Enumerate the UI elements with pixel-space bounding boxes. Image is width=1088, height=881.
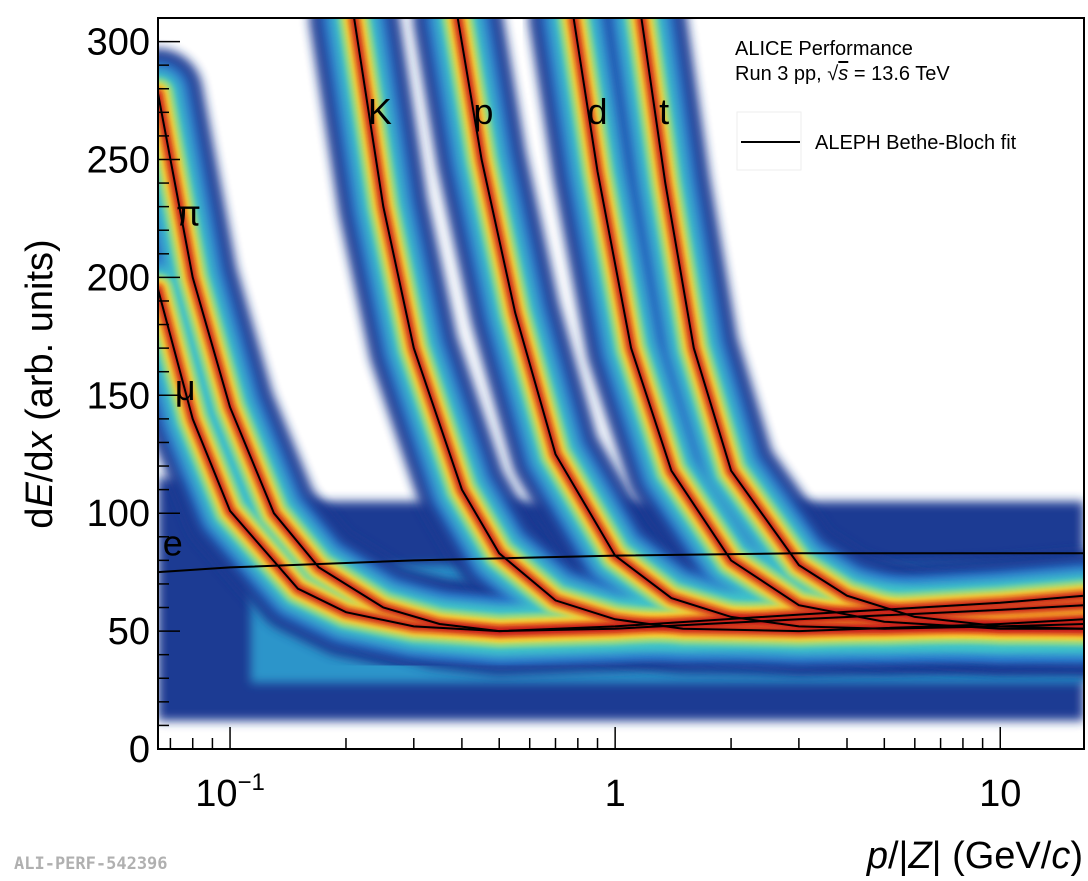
x-axis-ticks: 10−1 1 10	[169, 727, 1021, 815]
particle-label-μ: μ	[175, 367, 196, 408]
y-axis-title: dE/dx (arb. units)	[19, 239, 61, 528]
bethe-bloch-curve-p	[456, 18, 1084, 630]
particle-labels: e μ π K p d t	[163, 91, 669, 564]
x-axis-title: p/|Z| (GeV/c)	[866, 835, 1083, 877]
y-title-part-3: x	[19, 429, 61, 452]
x-tick-label: 10	[979, 773, 1021, 815]
particle-label-π: π	[176, 193, 201, 234]
sqrt-symbol: √	[827, 63, 838, 85]
bethe-bloch-curves	[158, 18, 1084, 633]
x-title-part-2: Z	[907, 835, 933, 877]
performance-annotation: ALICE Performance Run 3 pp, √s = 13.6 Te…	[735, 38, 950, 85]
particle-label-K: K	[368, 91, 392, 132]
y-tick-label: 300	[87, 22, 150, 64]
y-tick-label: 250	[87, 139, 150, 181]
particle-label-p: p	[473, 91, 493, 132]
particle-label-d: d	[588, 91, 608, 132]
x-title-part-0: p	[866, 835, 888, 877]
bethe-bloch-curve-d	[572, 18, 1084, 630]
x-title-part-1: /|	[888, 835, 908, 877]
x-title-part-4: c	[1051, 835, 1070, 877]
annotation-line-2: Run 3 pp, √s = 13.6 TeV	[735, 63, 950, 85]
bethe-bloch-curve-e	[158, 552, 1084, 574]
y-title-part-0: d	[19, 508, 61, 529]
x-tick-label: 1	[605, 773, 626, 815]
y-tick-label: 50	[108, 611, 150, 653]
y-axis-ticks: 0 50 100 150 200 250 300	[87, 17, 180, 771]
y-title-part-4: (arb. units)	[19, 239, 61, 431]
particle-label-e: e	[163, 523, 183, 564]
sqrt-variable: s	[838, 63, 848, 85]
legend-entry-label: ALEPH Bethe-Bloch fit	[815, 132, 1017, 154]
bethe-bloch-curve-t	[640, 18, 1084, 630]
x-title-part-3: | (GeV/	[932, 835, 1052, 877]
x-tick-label: 10−1	[195, 769, 265, 815]
y-title-part-2: /d	[19, 450, 61, 482]
y-tick-label: 100	[87, 493, 150, 535]
y-tick-label: 0	[129, 729, 150, 771]
bethe-bloch-curve-μ	[158, 288, 1084, 633]
annotation-line-2-suffix: = 13.6 TeV	[848, 63, 950, 85]
y-tick-label: 150	[87, 375, 150, 417]
figure-id: ALI-PERF-542396	[14, 854, 168, 874]
annotation-line-1: ALICE Performance	[735, 38, 913, 60]
plot-frame	[157, 17, 1085, 750]
y-title-part-1: E	[19, 482, 61, 508]
heatmap-density	[158, 18, 1084, 721]
particle-label-t: t	[659, 91, 669, 132]
legend: ALEPH Bethe-Bloch fit	[736, 111, 1017, 171]
y-tick-label: 200	[87, 257, 150, 299]
annotation-line-2-prefix: Run 3 pp,	[735, 63, 827, 85]
x-title-part-5: )	[1070, 835, 1083, 877]
